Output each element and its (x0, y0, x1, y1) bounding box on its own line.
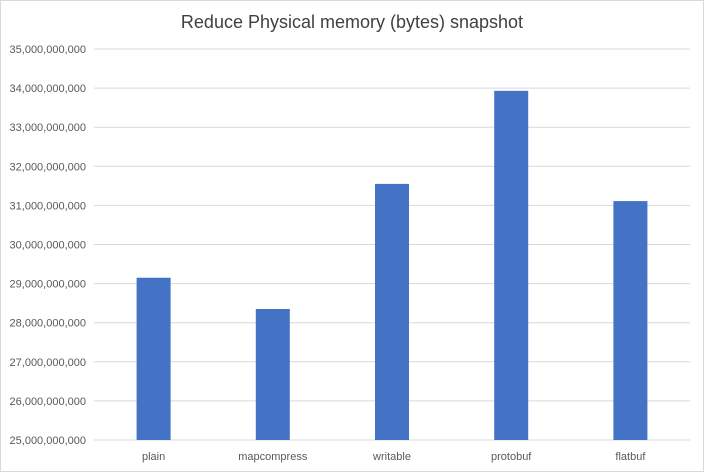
y-tick-label: 33,000,000,000 (10, 122, 86, 134)
y-tick-label: 29,000,000,000 (10, 279, 86, 291)
y-tick-label: 28,000,000,000 (10, 318, 86, 330)
bar-protobuf (494, 90, 529, 440)
x-tick-label: plain (142, 451, 165, 463)
y-tick-label: 26,000,000,000 (10, 396, 86, 408)
y-tick-label: 35,000,000,000 (10, 44, 86, 56)
x-tick-label: writable (372, 451, 411, 463)
bars (136, 90, 648, 440)
x-tick-label: protobuf (491, 451, 532, 463)
y-tick-label: 31,000,000,000 (10, 200, 86, 212)
y-tick-label: 30,000,000,000 (10, 240, 86, 252)
x-tick-label: mapcompress (238, 451, 308, 463)
bar-mapcompress (255, 309, 290, 440)
bar-plain (136, 277, 171, 440)
chart-title: Reduce Physical memory (bytes) snapshot (180, 12, 524, 32)
y-axis-labels: 25,000,000,000 26,000,000,000 27,000,000,0… (10, 44, 86, 447)
x-tick-label: flatbuf (615, 451, 646, 463)
y-tick-label: 25,000,000,000 (10, 435, 86, 447)
y-tick-label: 27,000,000,000 (10, 357, 86, 369)
x-axis-labels: plain mapcompress writable protobuf flatbuf (142, 451, 646, 463)
bar-writable (375, 183, 409, 440)
y-tick-label: 32,000,000,000 (10, 161, 86, 173)
bar-flatbuf (613, 201, 648, 440)
y-tick-label: 34,000,000,000 (10, 83, 86, 95)
